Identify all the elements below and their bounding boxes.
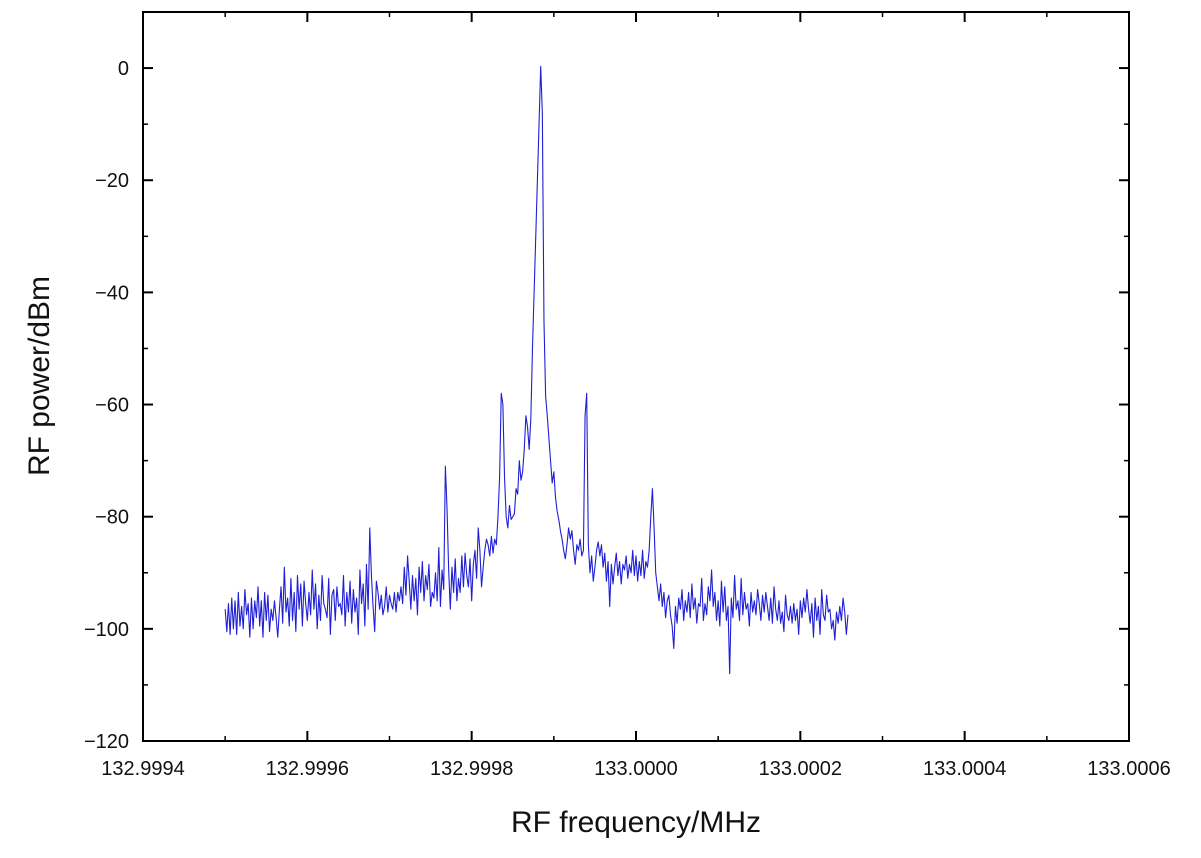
- x-tick-label: 132.9996: [266, 758, 349, 780]
- x-tick-label: 133.0004: [923, 758, 1006, 780]
- y-tick-label: −40: [95, 282, 129, 304]
- x-tick-label: 132.9994: [101, 758, 184, 780]
- y-tick-label: −100: [84, 619, 129, 641]
- x-tick-label: 133.0002: [759, 758, 842, 780]
- x-tick-label: 133.0000: [594, 758, 677, 780]
- y-tick-label: −20: [95, 170, 129, 192]
- spectrum-trace: [224, 65, 849, 675]
- x-axis-title: RF frequency/MHz: [511, 806, 761, 839]
- y-tick-label: −120: [84, 731, 129, 753]
- x-tick-label: 132.9998: [430, 758, 513, 780]
- y-tick-label: 0: [118, 58, 129, 80]
- plot-frame: [142, 11, 1130, 742]
- y-tick-label: −60: [95, 395, 129, 417]
- y-axis-title: RF power/dBm: [23, 276, 56, 476]
- x-axis-ticks: 132.9994 132.9996 132.9998 133.0000 133.0002…: [101, 12, 1171, 780]
- x-tick-label: 133.0006: [1087, 758, 1170, 780]
- y-axis-ticks: 0 −20 −40 −60 −80 −100 −120: [84, 11, 1129, 753]
- y-tick-label: −80: [95, 507, 129, 529]
- series-layer: [224, 65, 849, 675]
